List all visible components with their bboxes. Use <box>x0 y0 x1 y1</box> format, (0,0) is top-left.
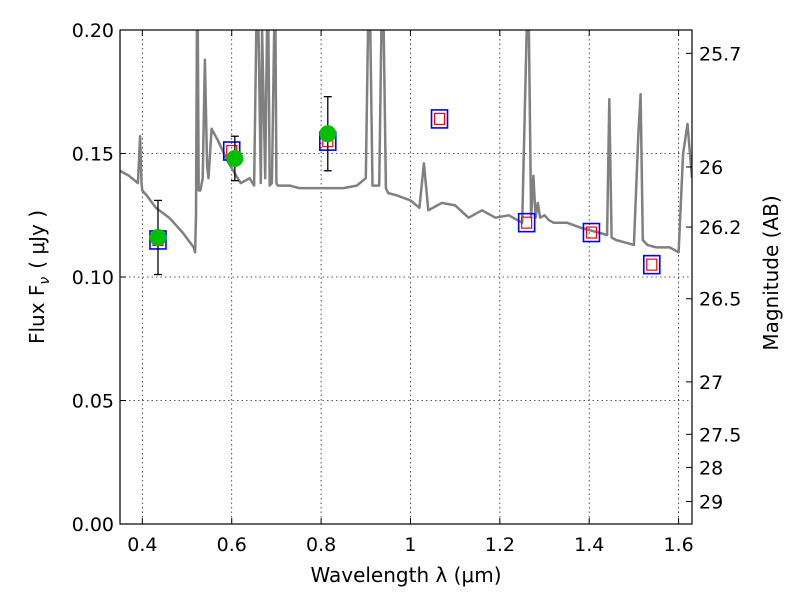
y-tick-label: 0.10 <box>72 267 114 289</box>
model-point-outer-square <box>642 254 661 275</box>
magnitude-tick-label: 26.2 <box>699 217 741 239</box>
model-point-outer-square <box>430 109 449 129</box>
y-tick-label: 0.20 <box>72 20 114 42</box>
model-point-inner-square <box>585 226 598 239</box>
model-photometry-point <box>517 212 536 233</box>
observed-photometry-point <box>319 96 337 172</box>
magnitude-tick-label: 27.5 <box>699 424 741 446</box>
observed-photometry-point <box>149 199 167 276</box>
x-tick-label: 1 <box>404 534 416 556</box>
y-tick-label: 0.05 <box>72 391 114 413</box>
observed-photometry-point <box>226 135 244 182</box>
x-tick-label: 0.4 <box>127 534 157 556</box>
magnitude-tick-label: 29 <box>699 491 723 513</box>
model-point-outer-square <box>517 212 536 233</box>
axis-ticks: 0.4 0.6 0.8 1 1.2 1.4 1.6 0.00 0.05 0.10 0.15 0.20 2… <box>72 20 742 556</box>
observed-photometry-series <box>149 96 337 276</box>
model-point-inner-square <box>646 258 658 271</box>
spectrum-line <box>120 30 692 254</box>
observed-point-marker <box>226 149 244 167</box>
y-tick-label: 0.00 <box>72 514 114 536</box>
model-photometry-series <box>149 109 661 275</box>
model-photometry-point <box>582 222 601 243</box>
magnitude-tick-label: 28 <box>699 457 723 479</box>
spectrum-series <box>120 30 692 254</box>
x-tick-label: 1.2 <box>485 534 515 556</box>
model-point-outer-square <box>582 222 601 243</box>
observed-point-marker <box>149 228 167 246</box>
y-axis-label-unit: ( μJy ) <box>25 210 49 269</box>
magnitude-tick-label: 27 <box>699 372 723 394</box>
x-tick-label: 0.8 <box>306 534 336 556</box>
magnitude-axis-label: Magnitude (AB) <box>759 195 783 350</box>
y-axis-label-text: Flux F <box>25 285 49 344</box>
magnitude-tick-label: 26 <box>699 157 723 179</box>
x-axis-label: Wavelength λ (μm) <box>310 563 501 587</box>
model-photometry-point <box>430 109 449 129</box>
x-tick-label: 0.6 <box>217 534 247 556</box>
model-point-inner-square <box>521 216 533 229</box>
magnitude-tick-label: 25.7 <box>699 43 741 65</box>
model-photometry-point <box>642 254 661 275</box>
grid-lines <box>120 30 692 524</box>
y-tick-label: 0.15 <box>72 144 114 166</box>
model-point-inner-square <box>433 112 446 126</box>
y-axis-label: Flux Fν ( μJy ) <box>25 210 53 344</box>
x-tick-label: 1.6 <box>663 534 693 556</box>
magnitude-tick-label: 26.5 <box>699 289 741 311</box>
x-tick-label: 1.4 <box>574 534 604 556</box>
observed-point-marker <box>319 125 337 143</box>
y-axis-label-subscript: ν <box>37 277 53 285</box>
